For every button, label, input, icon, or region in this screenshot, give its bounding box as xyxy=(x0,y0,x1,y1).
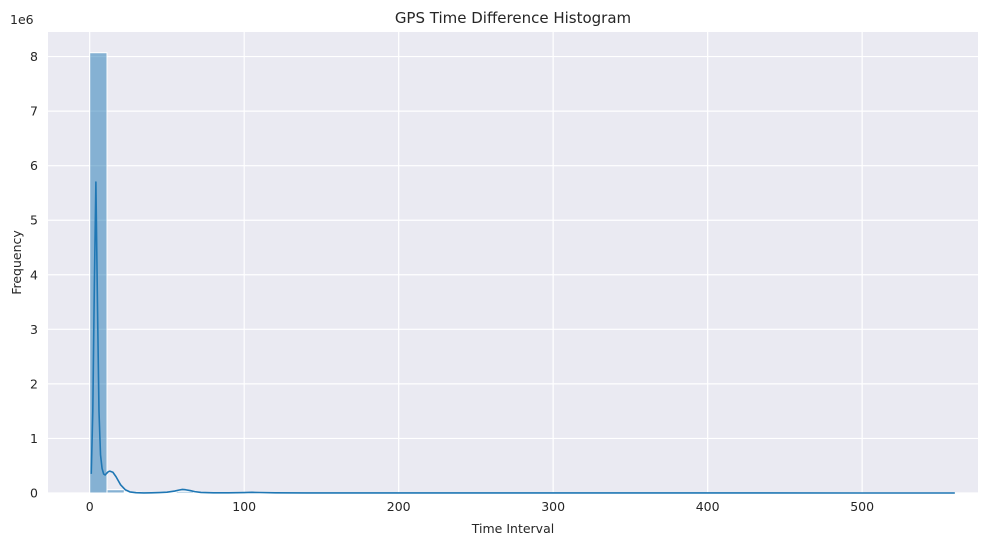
histogram-bar xyxy=(175,490,195,494)
kde-line xyxy=(90,181,955,494)
x-tick-label: 300 xyxy=(541,499,565,514)
kde-curve xyxy=(90,181,955,494)
histogram-bar xyxy=(106,489,125,494)
x-tick-label: 200 xyxy=(387,499,411,514)
y-tick-label: 4 xyxy=(30,267,38,282)
grid-lines xyxy=(48,32,978,494)
y-tick-label: 6 xyxy=(30,158,38,173)
y-axis-offset-label: 1e6 xyxy=(10,12,34,27)
chart-title: GPS Time Difference Histogram xyxy=(395,9,631,27)
x-tick-label: 500 xyxy=(850,499,874,514)
y-tick-label: 3 xyxy=(30,322,38,337)
tick-labels: 0 100 200 300 400 500 0 1 2 3 4 5 6 7 8 xyxy=(30,49,874,514)
y-tick-label: 0 xyxy=(30,486,38,501)
x-tick-label: 100 xyxy=(232,499,256,514)
plot-area xyxy=(48,32,978,493)
y-tick-label: 8 xyxy=(30,49,38,64)
y-tick-label: 5 xyxy=(30,213,38,228)
x-tick-label: 0 xyxy=(86,499,94,514)
x-axis-label: Time Interval xyxy=(471,521,554,536)
y-axis-label: Frequency xyxy=(9,230,24,295)
x-tick-label: 400 xyxy=(696,499,720,514)
y-tick-label: 1 xyxy=(30,431,38,446)
y-tick-label: 2 xyxy=(30,376,38,391)
histogram-bar xyxy=(89,52,108,494)
y-tick-label: 7 xyxy=(30,104,38,119)
